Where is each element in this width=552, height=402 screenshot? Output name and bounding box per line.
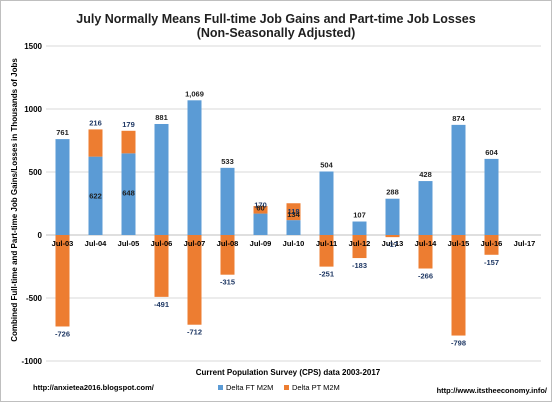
bar-pt xyxy=(55,235,70,327)
data-label-pt: -183 xyxy=(352,261,367,270)
data-label-pt: -315 xyxy=(220,278,235,287)
data-label-pt: -157 xyxy=(484,258,499,267)
y-tick-label: -1000 xyxy=(22,357,43,366)
legend-label-pt: Delta PT M2M xyxy=(292,383,340,392)
bar-pt xyxy=(319,235,334,267)
y-tick-label: -500 xyxy=(26,294,43,303)
data-label-ft: 288 xyxy=(386,188,399,197)
bars xyxy=(55,100,499,336)
data-label-ft: 170 xyxy=(254,201,267,210)
x-tick-label: Jul-16 xyxy=(481,239,503,248)
x-tick-label: Jul-09 xyxy=(250,239,272,248)
bar-pt xyxy=(88,129,103,157)
data-label-pt: 60 xyxy=(256,204,264,213)
chart-title: July Normally Means Full-time Job Gains … xyxy=(76,12,475,26)
data-label-pt: 216 xyxy=(89,118,102,127)
legend-label-ft: Delta FT M2M xyxy=(226,383,273,392)
data-label-pt: 179 xyxy=(122,120,135,129)
bar-ft xyxy=(352,221,367,235)
data-label-pt: -17 xyxy=(387,240,398,249)
x-tick-label: Jul-04 xyxy=(85,239,108,248)
bar-ft xyxy=(55,139,70,235)
y-tick-label: 500 xyxy=(29,168,43,177)
bar-pt xyxy=(121,130,136,154)
x-tick-label: Jul-12 xyxy=(349,239,371,248)
bar-pt xyxy=(352,235,367,259)
y-tick-label: 1000 xyxy=(24,105,42,114)
bar-pt xyxy=(418,235,433,269)
bar-pt xyxy=(253,206,268,214)
data-label-pt: -266 xyxy=(418,272,433,281)
x-axis-title: Current Population Survey (CPS) data 200… xyxy=(196,368,381,377)
data-label-pt: -798 xyxy=(451,339,466,348)
legend: Delta FT M2M Delta PT M2M xyxy=(218,383,340,392)
bar-pt xyxy=(220,235,235,275)
x-tick-label: Jul-14 xyxy=(415,239,438,248)
x-tick-label: Jul-17 xyxy=(514,239,536,248)
bar-pt xyxy=(451,235,466,336)
x-tick-label: Jul-03 xyxy=(52,239,74,248)
data-label-pt: 134 xyxy=(287,210,300,219)
data-label-ft: 874 xyxy=(452,114,465,123)
bar-ft xyxy=(319,171,334,235)
data-label-pt: -726 xyxy=(55,329,70,338)
data-label-pt: -251 xyxy=(319,270,334,279)
legend-swatch-pt xyxy=(284,385,289,390)
data-label-ft: 118 xyxy=(287,207,299,216)
data-label-ft: 533 xyxy=(221,157,234,166)
data-label-ft: 881 xyxy=(155,113,168,122)
data-label-ft: 622 xyxy=(89,192,102,201)
bar-pt xyxy=(154,235,169,297)
data-label-ft: 761 xyxy=(56,128,69,137)
footer-left-url: http://anxietea2016.blogspot.com/ xyxy=(33,383,155,392)
data-label-ft: 604 xyxy=(485,148,498,157)
data-labels: 761 -726 622 216 648 179 881 -491 1,069 -712 533 -3… xyxy=(55,89,499,347)
bar-ft xyxy=(187,100,202,235)
x-axis-category-labels: Jul-03 Jul-04 Jul-05 Jul-06 Jul-07 Jul-08 Jul-… xyxy=(52,239,536,248)
x-tick-label: Jul-07 xyxy=(184,239,206,248)
x-tick-label: Jul-11 xyxy=(316,239,337,248)
data-label-ft: 648 xyxy=(122,188,135,197)
data-label-ft: 504 xyxy=(320,160,333,169)
data-label-pt: -712 xyxy=(187,328,202,337)
bar-ft xyxy=(451,124,466,235)
bar-pt xyxy=(187,235,202,325)
data-label-ft: 1,069 xyxy=(185,89,204,98)
data-label-ft: 428 xyxy=(419,170,432,179)
chart-subtitle: (Non-Seasonally Adjusted) xyxy=(197,26,356,40)
y-axis-title: Combined Full-time and Part-time Job Gai… xyxy=(10,58,19,342)
y-tick-label: 0 xyxy=(38,231,43,240)
x-tick-label: Jul-08 xyxy=(217,239,239,248)
bar-ft xyxy=(253,213,268,235)
bar-ft xyxy=(385,198,400,235)
x-tick-label: Jul-05 xyxy=(118,239,140,248)
footer-right-url: http://www.itstheeconomy.info/ xyxy=(437,386,548,395)
bar-ft xyxy=(220,167,235,235)
bar-ft xyxy=(154,123,169,235)
bar-ft xyxy=(88,156,103,235)
bar-ft xyxy=(484,158,499,235)
x-tick-label: Jul-06 xyxy=(151,239,173,248)
y-axis-ticks: -1000 -500 0 500 1000 1500 xyxy=(22,42,43,366)
x-tick-label: Jul-13 xyxy=(382,239,404,248)
x-tick-label: Jul-15 xyxy=(448,239,470,248)
legend-swatch-ft xyxy=(218,385,223,390)
bar-ft xyxy=(121,153,136,235)
bar-pt xyxy=(385,235,400,238)
y-tick-label: 1500 xyxy=(24,42,42,51)
x-tick-label: Jul-10 xyxy=(283,239,305,248)
bar-ft xyxy=(418,181,433,235)
bar-pt xyxy=(286,203,301,221)
data-label-ft: 107 xyxy=(353,211,366,220)
bar-pt xyxy=(484,235,499,255)
data-label-pt: -491 xyxy=(154,300,169,309)
bar-ft xyxy=(286,220,301,235)
